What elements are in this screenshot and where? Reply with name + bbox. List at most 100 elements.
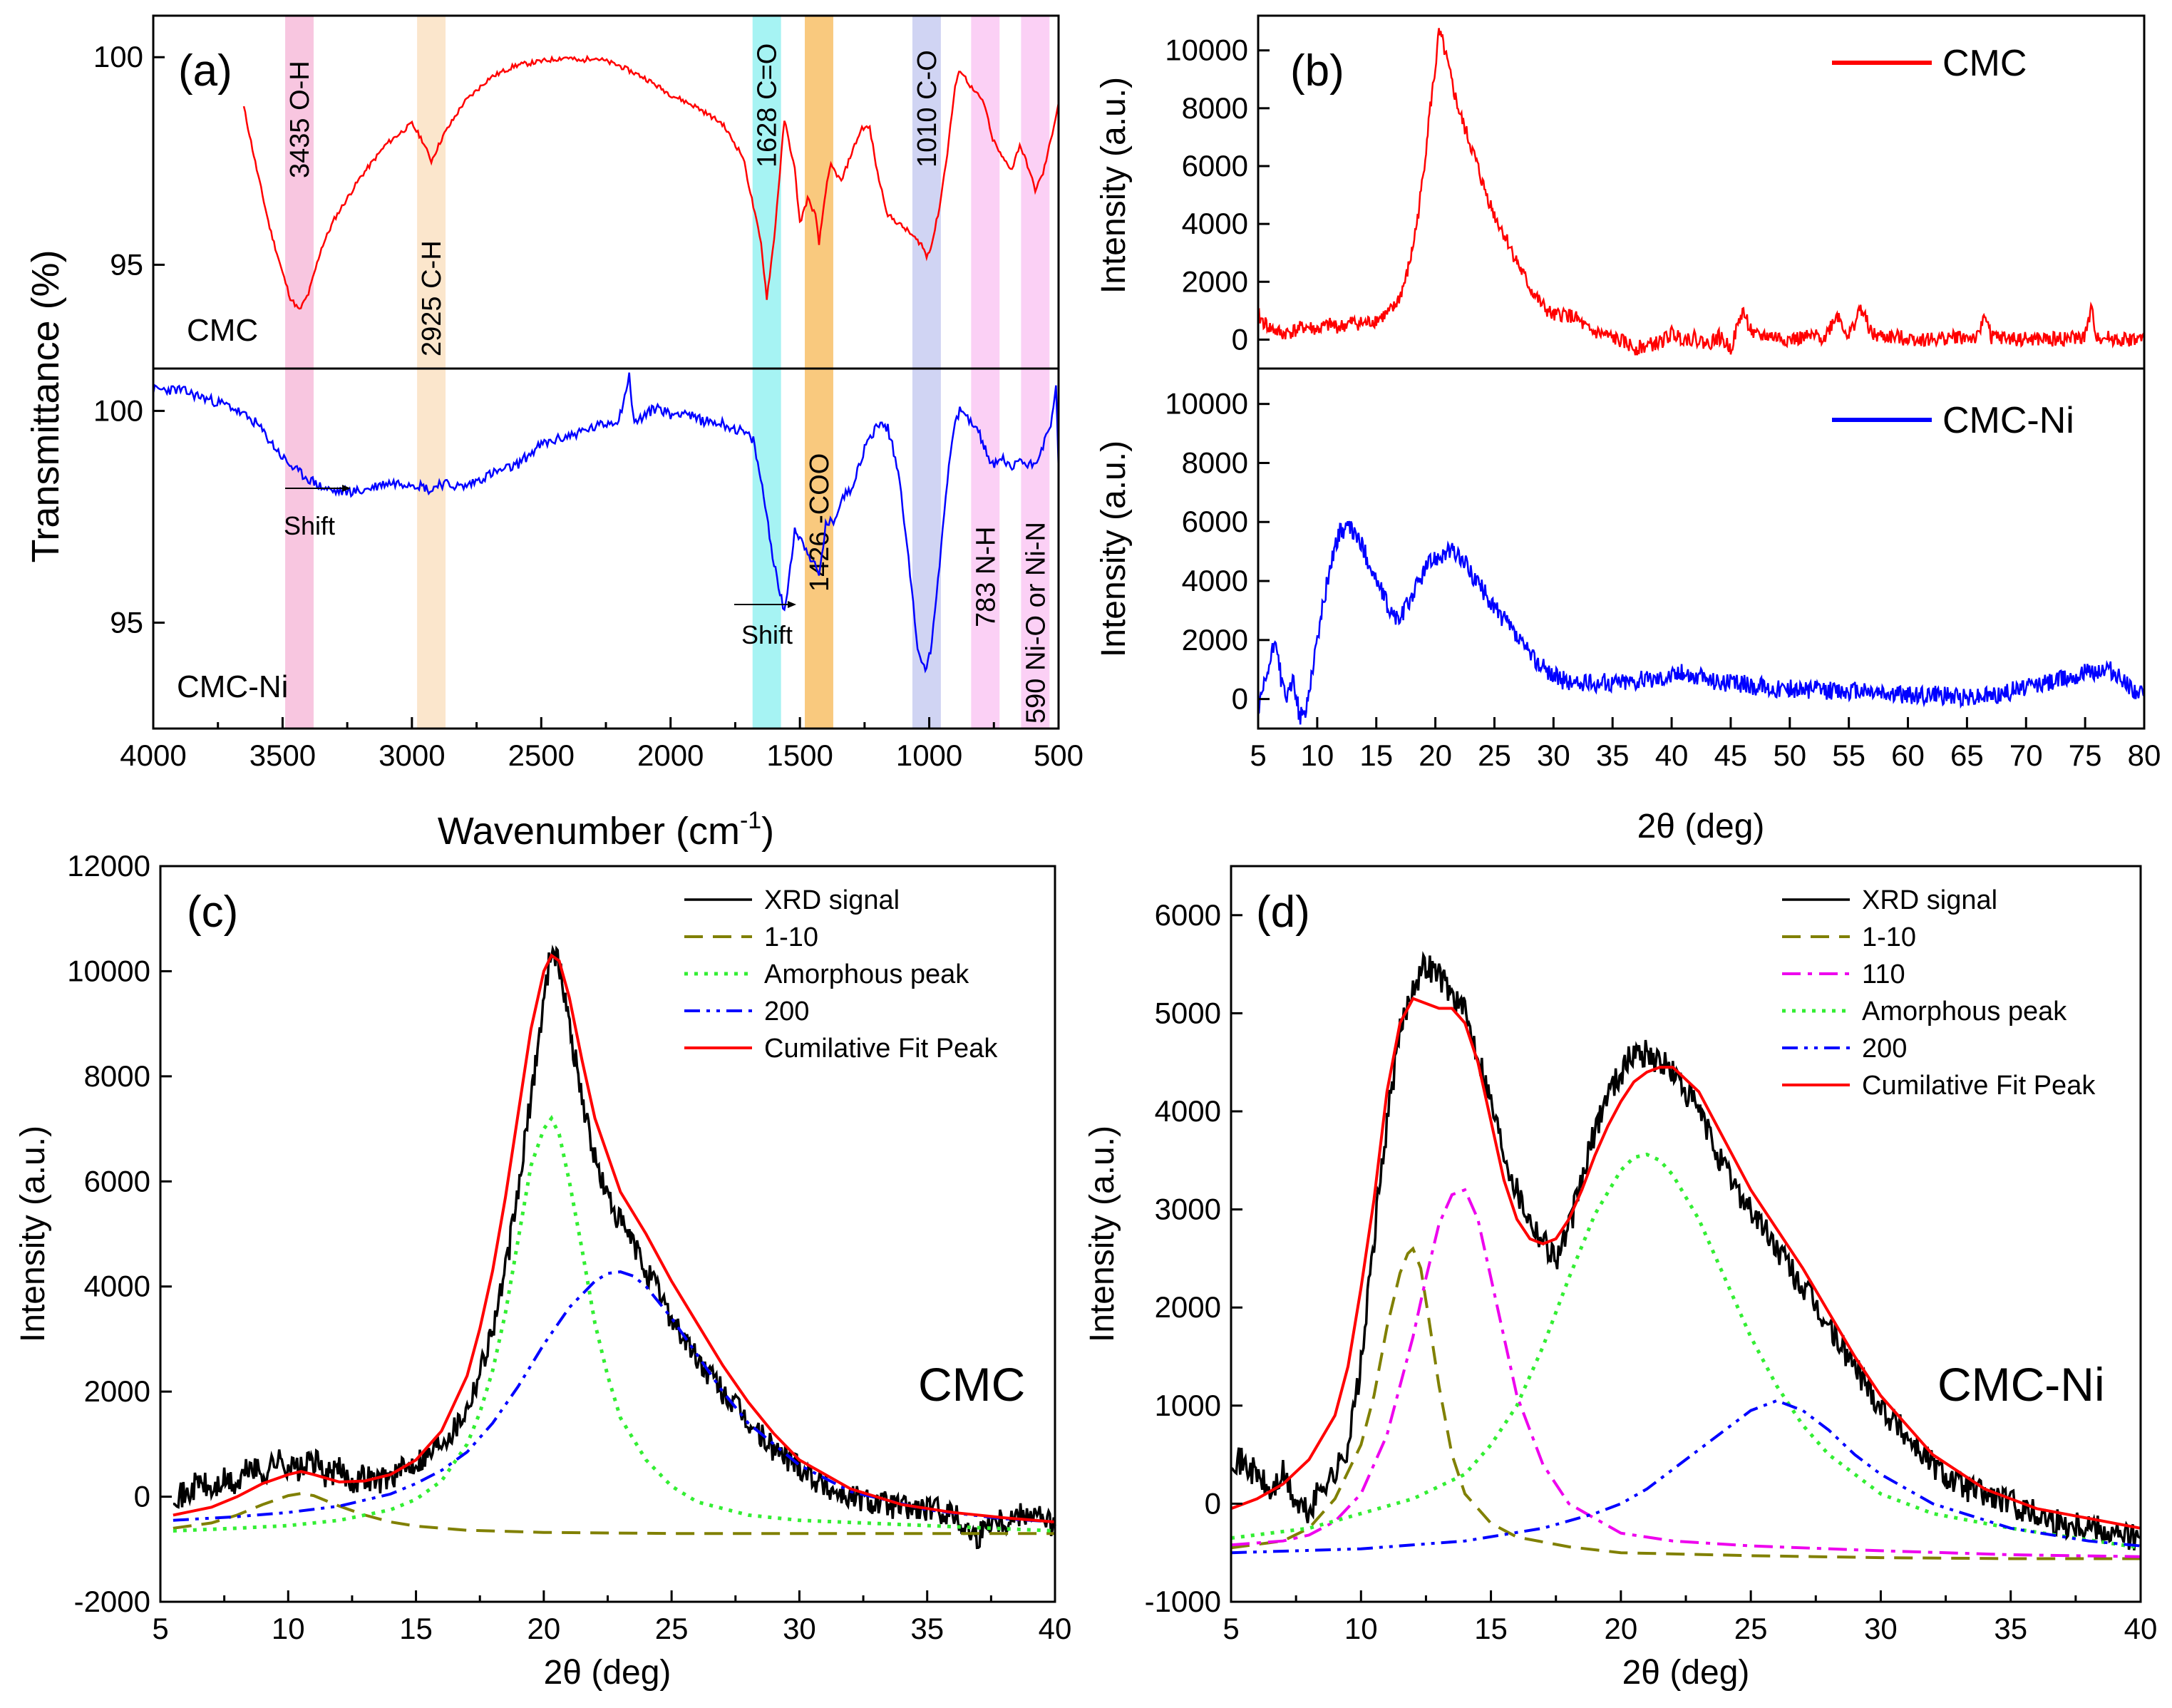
b-1-ytick-label: 0 — [1232, 682, 1248, 716]
d-line-1-10 — [1230, 1246, 2141, 1560]
b-xtick-label: 5 — [1250, 739, 1266, 772]
d-legend-label-4: 200 — [1862, 1034, 1907, 1064]
b-ylabel-bottom: Intensity (a.u.) — [1095, 441, 1133, 657]
b-line-cmc — [1257, 28, 2146, 356]
c-ytick-label: 0 — [134, 1480, 150, 1513]
a-0-ytick-label: 95 — [110, 247, 143, 281]
panel-b-label: (b) — [1290, 46, 1344, 96]
b-xtick-label: 80 — [2128, 739, 2161, 772]
a-line-cmc — [242, 54, 1060, 310]
d-legend-label-2: 110 — [1862, 960, 1905, 989]
d-xtick-label: 30 — [1864, 1612, 1898, 1645]
b-xtick-label: 45 — [1714, 739, 1748, 772]
c-xtick-label: 30 — [783, 1612, 816, 1645]
d-series — [1230, 951, 2141, 1560]
c-line-amorphous-peak — [173, 1114, 1056, 1533]
c-legend-label-2: Amorphous peak — [764, 960, 969, 989]
b-xtick-label: 70 — [2009, 739, 2043, 772]
c-ticks: 5 10 15 20 25 30 35 40 -2000 0 2000 4000 6000 8000 100… — [67, 849, 1071, 1645]
d-ytick-label: 6000 — [1155, 898, 1221, 932]
d-xtick-label: 35 — [1994, 1612, 2027, 1645]
b-xtick-label: 40 — [1655, 739, 1689, 772]
d-legend-label-3: Amorphous peak — [1862, 997, 2067, 1027]
a-xlabel-end: ) — [761, 810, 774, 853]
b-xtick-label: 35 — [1596, 739, 1630, 772]
c-legend-label-3: 200 — [764, 997, 809, 1027]
b-0-ytick-label: 0 — [1232, 322, 1248, 356]
c-legend-label-4: Cumilative Fit Peak — [764, 1034, 998, 1064]
c-sample-label: CMC — [918, 1358, 1025, 1411]
shift-label-2: Shift — [741, 620, 793, 649]
c-legend-label-1: 1-10 — [764, 922, 818, 952]
shift-arrowhead-2 — [788, 601, 796, 608]
a-band-label-0: 3435 O-H — [285, 61, 315, 178]
a-ticks: 95 100 95 100 4000 3500 3000 2500 2000 1500 1000 50… — [93, 40, 1084, 772]
c-xlabel: 2θ (deg) — [544, 1654, 671, 1692]
a-band-2 — [752, 16, 781, 729]
d-xtick-label: 5 — [1223, 1612, 1239, 1645]
a-xtick-label: 500 — [1034, 739, 1084, 772]
d-ytick-label: 0 — [1205, 1486, 1221, 1520]
d-xlabel: 2θ (deg) — [1622, 1654, 1750, 1692]
a-xlabel-main: Wavenumber (cm — [438, 810, 740, 853]
b-ylabel-top: Intensity (a.u.) — [1095, 77, 1133, 294]
a-xtick-label: 3500 — [249, 739, 316, 772]
a-series — [152, 54, 1060, 674]
d-ylabel: Intensity (a.u.) — [1084, 1126, 1121, 1342]
b-0-ytick-label: 8000 — [1182, 91, 1248, 125]
d-xtick-label: 25 — [1734, 1612, 1768, 1645]
a-line-cmc-ni — [152, 372, 1060, 674]
a-xtick-label: 2000 — [637, 739, 704, 772]
c-line-xrd-signal — [173, 945, 1056, 1550]
c-series — [173, 945, 1056, 1550]
b-xtick-label: 65 — [1950, 739, 1984, 772]
d-ytick-label: 2000 — [1155, 1290, 1221, 1324]
b-xtick-label: 15 — [1359, 739, 1393, 772]
a-band-label-6: 590 Ni-O or Ni-N — [1021, 522, 1051, 724]
d-ytick-label: 3000 — [1155, 1193, 1221, 1226]
b-xtick-label: 60 — [1891, 739, 1925, 772]
d-xtick-label: 15 — [1474, 1612, 1508, 1645]
c-xtick-label: 15 — [399, 1612, 433, 1645]
b-1-ytick-label: 10000 — [1165, 387, 1248, 421]
a-xlabel-sup: -1 — [740, 807, 761, 834]
d-legend-label-1: 1-10 — [1862, 922, 1916, 952]
b-xtick-label: 55 — [1832, 739, 1865, 772]
b-xtick-label: 75 — [2069, 739, 2102, 772]
b-series — [1257, 28, 2146, 725]
a-xtick-label: 1500 — [766, 739, 833, 772]
a-band-label-5: 783 N-H — [971, 527, 1001, 628]
panel-d-label: (d) — [1256, 888, 1310, 937]
b-0-ytick-label: 2000 — [1182, 264, 1248, 298]
a-band-4 — [912, 16, 941, 729]
panel-a-label: (a) — [178, 46, 232, 96]
c-ytick-label: 6000 — [84, 1164, 150, 1198]
a-band-5 — [971, 16, 1000, 729]
c-ytick-label: 8000 — [84, 1059, 150, 1093]
d-line-xrd-signal — [1230, 951, 2141, 1550]
d-legend-label-5: Cumilative Fit Peak — [1862, 1071, 2096, 1101]
b-0-ytick-label: 4000 — [1182, 207, 1248, 240]
c-xtick-label: 40 — [1039, 1612, 1072, 1645]
shift-label-1: Shift — [284, 511, 335, 540]
c-line-200 — [173, 1270, 1056, 1523]
c-xtick-label: 5 — [152, 1612, 168, 1645]
c-legend-label-0: XRD signal — [764, 885, 900, 915]
panel-d-deconvolution: 5 10 15 20 25 30 35 40 -1000 0 1000 2000 3000 4000 500… — [1084, 865, 2157, 1692]
c-ytick-label: 12000 — [67, 849, 150, 883]
a-sample-label-cmc: CMC — [187, 313, 258, 348]
b-xtick-label: 20 — [1419, 739, 1452, 772]
panel-c-deconvolution: 5 10 15 20 25 30 35 40 -2000 0 2000 4000 6000 8000 100… — [14, 849, 1071, 1692]
c-xtick-label: 35 — [910, 1612, 944, 1645]
a-xlabel: Wavenumber (cm-1) — [438, 807, 774, 853]
c-ytick-label: 2000 — [84, 1374, 150, 1408]
b-1-ytick-label: 2000 — [1182, 623, 1248, 657]
b-frame — [1257, 14, 2146, 730]
a-1-ytick-label: 100 — [93, 393, 143, 427]
a-1-ytick-label: 95 — [110, 605, 143, 639]
c-ytick-label: 4000 — [84, 1270, 150, 1303]
c-line-cumilative-fit-peak — [173, 953, 1056, 1523]
a-band-label-4: 1010 C-O — [912, 50, 942, 168]
c-legend: XRD signal 1-10 Amorphous peak 200 Cumilativ… — [684, 885, 998, 1064]
